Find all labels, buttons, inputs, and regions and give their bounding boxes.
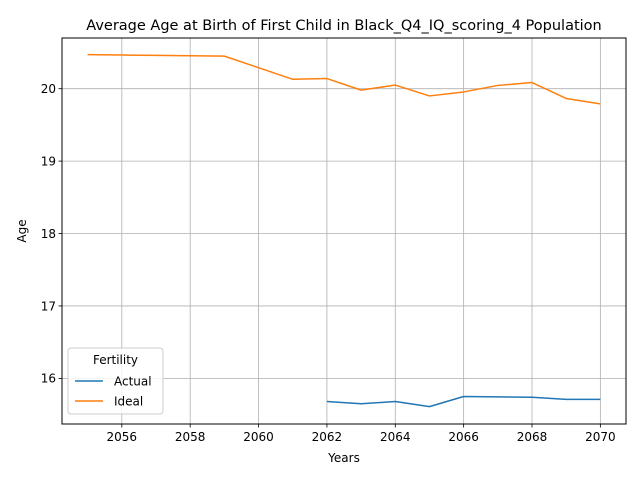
legend-label: Actual: [114, 374, 152, 388]
x-tick-label: 2056: [107, 430, 138, 444]
y-axis: 16 17 18 19 20: [41, 82, 62, 386]
series-line-actual: [326, 395, 601, 408]
y-tick-label: 17: [41, 299, 56, 313]
x-tick-label: 2068: [517, 430, 548, 444]
legend-label: Ideal: [114, 394, 143, 408]
legend-title: Fertility: [93, 353, 138, 367]
x-axis-label: Years: [327, 451, 360, 465]
x-tick-label: 2070: [585, 430, 616, 444]
x-tick-label: 2060: [243, 430, 274, 444]
legend: Fertility Actual Ideal: [67, 347, 164, 415]
plot-frame: [61, 37, 627, 425]
y-tick-label: 19: [41, 154, 56, 168]
grid: [62, 38, 626, 424]
legend-box: [67, 347, 164, 415]
y-tick-label: 20: [41, 82, 56, 96]
series-lines: [87, 53, 601, 408]
x-tick-label: 2064: [380, 430, 411, 444]
x-tick-label: 2058: [175, 430, 206, 444]
y-axis-label: Age: [15, 219, 29, 242]
y-tick-label: 16: [41, 372, 56, 386]
series-line-ideal: [87, 53, 601, 105]
x-axis: 2056 2058 2060 2062 2064 2066 2068 2070: [107, 424, 616, 444]
x-tick-label: 2066: [448, 430, 479, 444]
y-tick-label: 18: [41, 227, 56, 241]
x-tick-label: 2062: [312, 430, 343, 444]
chart-title: Average Age at Birth of First Child in B…: [86, 18, 602, 34]
